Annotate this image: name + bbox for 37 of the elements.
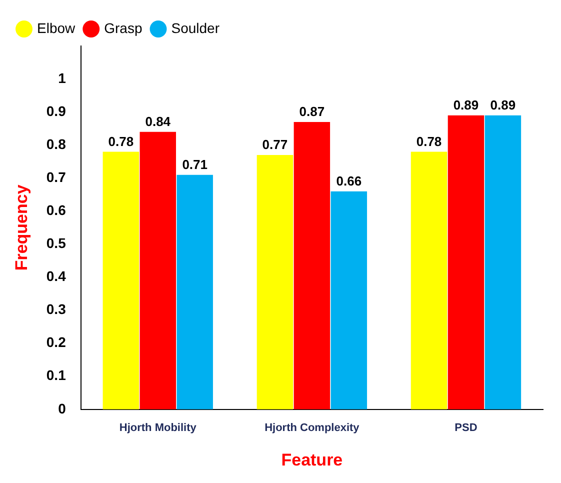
bar — [448, 115, 484, 410]
y-tick-label: 0.7 — [46, 169, 66, 186]
data-label: 0.77 — [262, 137, 288, 152]
y-tick-label: 1 — [58, 70, 66, 86]
legend-label: Grasp — [104, 20, 142, 36]
data-label: 0.78 — [416, 134, 442, 149]
y-tick-label: 0.8 — [46, 136, 66, 152]
data-label: 0.84 — [145, 114, 172, 129]
y-tick-label: 0.5 — [46, 235, 66, 252]
bar — [330, 191, 368, 410]
data-label: 0.71 — [182, 156, 208, 172]
data-label: 0.87 — [299, 104, 325, 120]
legend-label: Soulder — [171, 20, 220, 36]
x-tick-label: Hjorth Mobility — [119, 422, 198, 434]
y-tick-label: 0.9 — [46, 102, 66, 119]
legend-label: Elbow — [37, 20, 76, 36]
bar — [140, 132, 176, 410]
bar — [294, 122, 330, 410]
data-label: 0.89 — [453, 97, 479, 112]
bar — [102, 152, 140, 410]
data-label: 0.66 — [336, 173, 362, 188]
y-tick-label: 0 — [58, 400, 66, 416]
y-tick-label: 0.3 — [46, 301, 66, 318]
data-label: 0.89 — [490, 97, 516, 112]
x-tick-label: Hjorth Complexity — [264, 422, 360, 434]
bar — [256, 155, 294, 410]
y-tick-label: 0.4 — [46, 268, 66, 284]
y-tick-label: 0.6 — [46, 202, 66, 218]
x-axis-title: Feature — [281, 450, 343, 470]
bar — [410, 152, 448, 410]
y-tick-label: 0.1 — [46, 367, 66, 384]
x-tick-label: PSD — [454, 422, 478, 434]
data-label: 0.78 — [108, 134, 134, 149]
bar — [176, 174, 213, 410]
y-axis-title: Frequency — [12, 184, 31, 271]
y-tick-label: 0.2 — [46, 334, 66, 350]
bar — [484, 115, 522, 410]
